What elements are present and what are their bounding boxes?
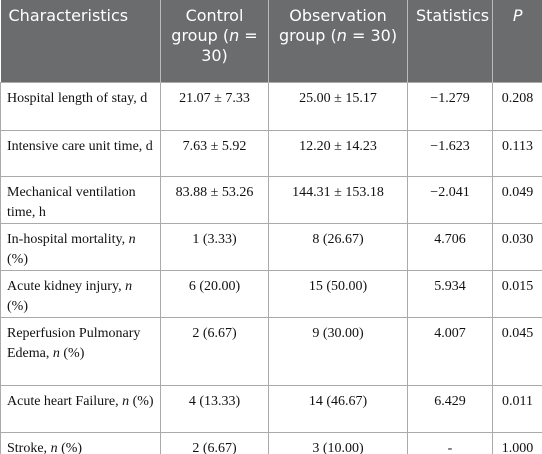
table-cell: 4 (13.33) bbox=[160, 384, 269, 433]
table-cell: 6.429 bbox=[407, 384, 493, 433]
table-cell: 5.934 bbox=[407, 269, 493, 318]
table-cell: 25.00 ± 15.17 bbox=[268, 81, 408, 131]
table-cell: 6 (20.00) bbox=[160, 269, 269, 318]
table-cell: 12.20 ± 14.23 bbox=[268, 129, 408, 177]
table-cell: 0.049 bbox=[492, 175, 542, 224]
text-run: n bbox=[336, 26, 347, 45]
table-cell: 15 (50.00) bbox=[268, 269, 408, 318]
table-cell: 1 (3.33) bbox=[160, 222, 269, 271]
table-row: In-hospital mortality, n (%) 1 (3.33) 8 (2… bbox=[0, 222, 542, 271]
text-run: Reperfusion Pulmonary Edema, bbox=[7, 325, 141, 361]
table-cell: Stroke, n (%) bbox=[0, 431, 161, 454]
header-row: Characteristics Control group (n = 30) Obs… bbox=[0, 0, 542, 82]
table-row: Hospital length of stay, d 21.07 ± 7.33 25… bbox=[0, 81, 542, 131]
table-cell: 0.208 bbox=[492, 81, 542, 131]
table-cell: 0.030 bbox=[492, 222, 542, 271]
table-cell: 1.000 bbox=[492, 431, 542, 454]
header-cell: P bbox=[492, 0, 542, 82]
table-cell: 83.88 ± 53.26 bbox=[160, 175, 269, 224]
table-cell: −2.041 bbox=[407, 175, 493, 224]
text-run: (%) bbox=[57, 440, 83, 454]
header-cell: Control group (n = 30) bbox=[160, 0, 269, 82]
header-cell: Characteristics bbox=[0, 0, 161, 82]
text-run: (%) bbox=[129, 393, 154, 409]
table-cell: 14 (46.67) bbox=[268, 384, 408, 433]
table-row: Intensive care unit time, d 7.63 ± 5.92 12… bbox=[0, 129, 542, 177]
table-cell: 2 (6.67) bbox=[160, 316, 269, 386]
text-run: n bbox=[50, 440, 58, 454]
table-cell: 0.113 bbox=[492, 129, 542, 177]
text-run: n bbox=[229, 26, 240, 45]
table-cell: Intensive care unit time, d bbox=[0, 129, 161, 177]
table-cell: In-hospital mortality, n (%) bbox=[0, 222, 161, 271]
text-run: Acute heart Failure, bbox=[7, 393, 123, 409]
table-cell: 0.015 bbox=[492, 269, 542, 318]
text-run: = 30) bbox=[201, 26, 258, 65]
table-cell: 0.045 bbox=[492, 316, 542, 386]
text-run: n bbox=[122, 393, 130, 409]
table-body: Hospital length of stay, d 21.07 ± 7.33 25… bbox=[0, 81, 542, 454]
table-cell: 4.007 bbox=[407, 316, 493, 386]
text-run: Control group ( bbox=[171, 6, 244, 45]
text-run: (%) bbox=[7, 298, 28, 314]
table-cell: 9 (30.00) bbox=[268, 316, 408, 386]
table-cell: 144.31 ± 153.18 bbox=[268, 175, 408, 224]
text-run: = 30) bbox=[346, 26, 398, 45]
table-cell: 4.706 bbox=[407, 222, 493, 271]
table-cell: Mechanical ventilation time, h bbox=[0, 175, 161, 224]
table-cell: 8 (26.67) bbox=[268, 222, 408, 271]
text-run: n bbox=[52, 345, 60, 361]
text-run: Acute kidney injury, bbox=[7, 278, 126, 294]
text-run: P bbox=[512, 6, 523, 25]
table-cell: - bbox=[407, 431, 493, 454]
table-row: Acute heart Failure, n (%) 4 (13.33) 14 (4… bbox=[0, 384, 542, 433]
header-cell: Statistics bbox=[407, 0, 493, 82]
text-run: Observation group ( bbox=[278, 6, 387, 45]
text-run: (%) bbox=[59, 345, 85, 361]
text-run: (%) bbox=[7, 251, 28, 267]
header-cell: Observation group (n = 30) bbox=[268, 0, 408, 82]
table-cell: 0.011 bbox=[492, 384, 542, 433]
table-cell: 7.63 ± 5.92 bbox=[160, 129, 269, 177]
table-row: Acute kidney injury, n (%) 6 (20.00) 15 (5… bbox=[0, 269, 542, 318]
table-cell: 21.07 ± 7.33 bbox=[160, 81, 269, 131]
table-cell: 3 (10.00) bbox=[268, 431, 408, 454]
table-row: Mechanical ventilation time, h 83.88 ± 53… bbox=[0, 175, 542, 224]
table-cell: 2 (6.67) bbox=[160, 431, 269, 454]
table-cell: Acute kidney injury, n (%) bbox=[0, 269, 161, 318]
text-run: In-hospital mortality, bbox=[7, 231, 129, 247]
table-cell: −1.279 bbox=[407, 81, 493, 131]
table-cell: Hospital length of stay, d bbox=[0, 81, 161, 131]
table-cell: Reperfusion Pulmonary Edema, n (%) bbox=[0, 316, 161, 386]
table-cell: −1.623 bbox=[407, 129, 493, 177]
text-run: Stroke, bbox=[7, 440, 51, 454]
table-row: Stroke, n (%) 2 (6.67) 3 (10.00) -1.000 bbox=[0, 431, 542, 454]
text-run: n bbox=[125, 278, 133, 294]
table-row: Reperfusion Pulmonary Edema, n (%) 2 (6.6… bbox=[0, 316, 542, 386]
text-run: n bbox=[128, 231, 136, 247]
table-cell: Acute heart Failure, n (%) bbox=[0, 384, 161, 433]
